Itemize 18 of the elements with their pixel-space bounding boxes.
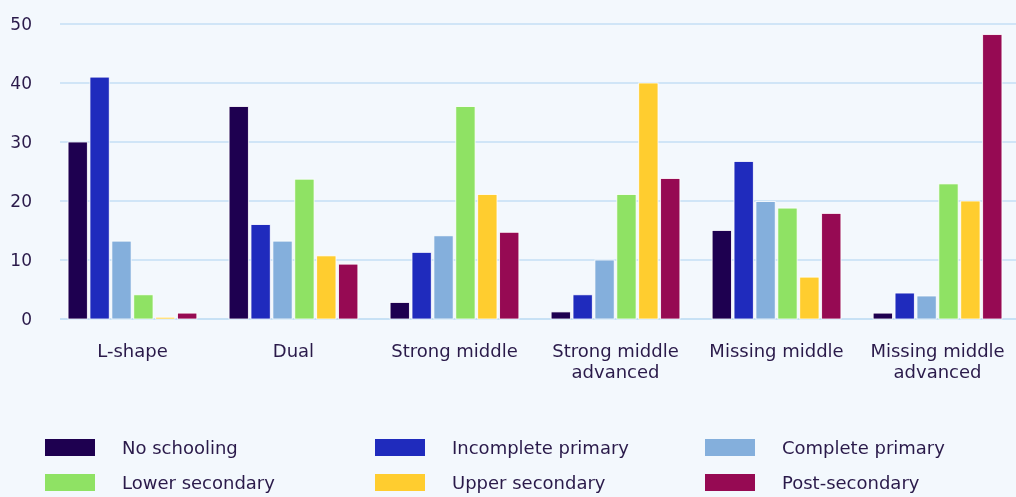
x-tick-label: Dual [272,340,315,361]
legend-label: Lower secondary [122,472,276,493]
y-tick-label: 0 [21,309,32,329]
y-tick-label: 50 [10,14,32,34]
x-tick-label: Missing middle advanced [870,340,1005,382]
legend-label: Post-secondary [782,472,920,493]
y-tick-label: 10 [10,250,32,270]
legend-label: Incomplete primary [452,437,630,458]
legend-label: No schooling [122,437,238,458]
x-tick-label: Strong middle [391,340,518,361]
x-tick-label: L-shape [97,340,168,361]
x-tick-label: Missing middle [709,340,844,361]
legend-label: Complete primary [782,437,946,458]
y-tick-label: 30 [10,132,32,152]
legend-label: Upper secondary [452,472,606,493]
y-tick-label: 20 [10,191,32,211]
x-tick-label: Strong middle advanced [552,340,679,382]
y-tick-label: 40 [10,73,32,93]
